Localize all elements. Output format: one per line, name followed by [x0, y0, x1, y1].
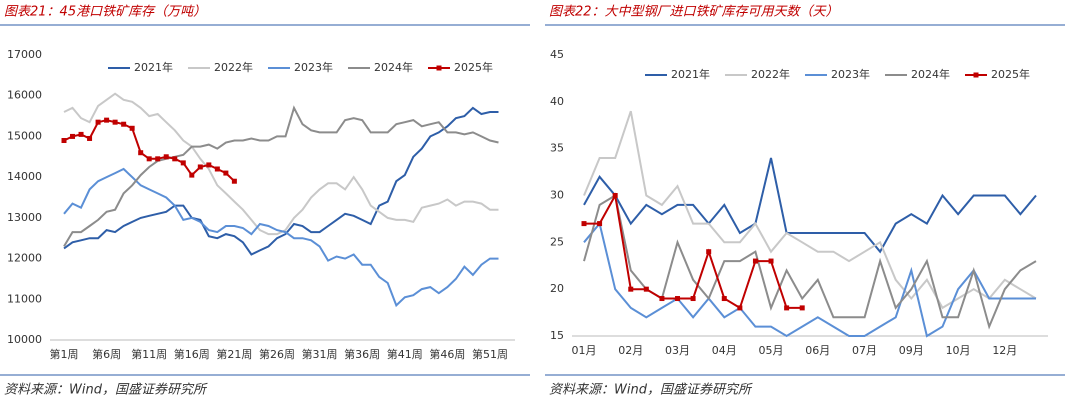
point-marker	[690, 296, 696, 302]
legend-marker	[973, 72, 979, 78]
point-marker	[112, 119, 118, 125]
legend-label: 2024年	[374, 60, 413, 74]
point-marker	[223, 170, 229, 176]
y-tick-label: 20	[550, 282, 564, 295]
point-marker	[138, 150, 144, 156]
y-tick-label: 25	[550, 235, 564, 248]
x-tick-label: 第41周	[387, 347, 423, 361]
x-tick-label: 第46周	[429, 347, 465, 361]
point-marker	[206, 162, 212, 168]
point-marker	[197, 164, 203, 170]
point-marker	[581, 221, 587, 227]
y-tick-label: 40	[550, 95, 564, 108]
point-marker	[155, 156, 161, 162]
x-tick-label: 第1周	[50, 347, 79, 361]
point-marker	[180, 160, 186, 166]
source: 资料来源：Wind，国盛证券研究所	[549, 382, 753, 398]
x-tick-label: 06月	[805, 344, 830, 357]
point-marker	[172, 156, 178, 162]
legend-label: 2025年	[991, 67, 1030, 81]
y-tick-label: 17000	[7, 48, 42, 61]
legend-label: 2025年	[454, 60, 493, 74]
y-tick-label: 10000	[7, 333, 42, 346]
series-line	[63, 106, 499, 256]
point-marker	[675, 296, 681, 302]
point-marker	[70, 133, 76, 139]
y-tick-label: 16000	[7, 89, 42, 102]
series-line	[583, 157, 1037, 254]
point-marker	[78, 131, 84, 137]
y-tick-label: 35	[550, 142, 564, 155]
y-tick-label: 30	[550, 189, 564, 202]
y-tick-label: 11000	[7, 292, 42, 305]
point-marker	[121, 121, 127, 127]
y-tick-label: 45	[550, 48, 564, 61]
x-tick-label: 第51周	[472, 347, 508, 361]
x-tick-label: 01月	[572, 344, 597, 357]
legend-label: 2021年	[671, 67, 710, 81]
x-tick-label: 第21周	[216, 347, 252, 361]
point-marker	[146, 156, 152, 162]
point-marker	[231, 178, 237, 184]
chart-title: 图表21：45港口铁矿库存（万吨）	[4, 4, 206, 20]
x-tick-label: 05月	[759, 344, 784, 357]
point-marker	[87, 135, 93, 141]
point-marker	[737, 305, 743, 311]
legend-label: 2022年	[214, 60, 253, 74]
series-line	[63, 105, 499, 247]
series-line	[583, 110, 1037, 310]
x-tick-label: 第31周	[302, 347, 338, 361]
series-line	[583, 193, 1037, 330]
series-line	[583, 221, 1036, 338]
point-marker	[597, 221, 603, 227]
x-tick-label: 第26周	[259, 347, 295, 361]
x-tick-label: 第16周	[174, 347, 210, 361]
x-tick-label: 10月	[946, 344, 971, 357]
y-tick-label: 15000	[7, 129, 42, 142]
x-tick-label: 09月	[899, 344, 924, 357]
point-marker	[799, 305, 805, 311]
point-marker	[643, 286, 649, 292]
point-marker	[784, 305, 790, 311]
x-tick-label: 第6周	[92, 347, 121, 361]
x-tick-label: 第11周	[131, 347, 167, 361]
point-marker	[95, 119, 101, 125]
point-marker	[721, 296, 727, 302]
legend-label: 2022年	[751, 67, 790, 81]
x-tick-label: 04月	[712, 344, 737, 357]
y-tick-label: 14000	[7, 170, 42, 183]
point-marker	[214, 166, 220, 172]
y-tick-label: 13000	[7, 211, 42, 224]
series-line	[63, 92, 499, 236]
point-marker	[189, 172, 195, 178]
x-tick-label: 07月	[852, 344, 877, 357]
point-marker	[768, 258, 774, 264]
legend-label: 2023年	[294, 60, 333, 74]
legend-marker	[436, 65, 442, 71]
x-tick-label: 12月	[992, 344, 1017, 357]
x-tick-label: 第36周	[344, 347, 380, 361]
legend-label: 2023年	[831, 67, 870, 81]
point-marker	[163, 154, 169, 160]
point-marker	[706, 249, 712, 255]
point-marker	[659, 296, 665, 302]
point-marker	[628, 286, 634, 292]
legend-label: 2024年	[911, 67, 950, 81]
point-marker	[129, 125, 135, 131]
x-tick-label: 03月	[665, 344, 690, 357]
x-tick-label: 02月	[618, 344, 643, 357]
point-marker	[752, 258, 758, 264]
point-marker	[104, 117, 110, 123]
legend-label: 2021年	[134, 60, 173, 74]
series-line	[63, 119, 236, 182]
y-tick-label: 15	[550, 329, 564, 342]
point-marker	[612, 193, 618, 198]
y-tick-label: 12000	[7, 252, 42, 265]
point-marker	[61, 138, 67, 143]
source: 资料来源：Wind，国盛证券研究所	[4, 382, 208, 398]
chart-title: 图表22：大中型钢厂进口铁矿库存可用天数（天）	[549, 4, 839, 20]
